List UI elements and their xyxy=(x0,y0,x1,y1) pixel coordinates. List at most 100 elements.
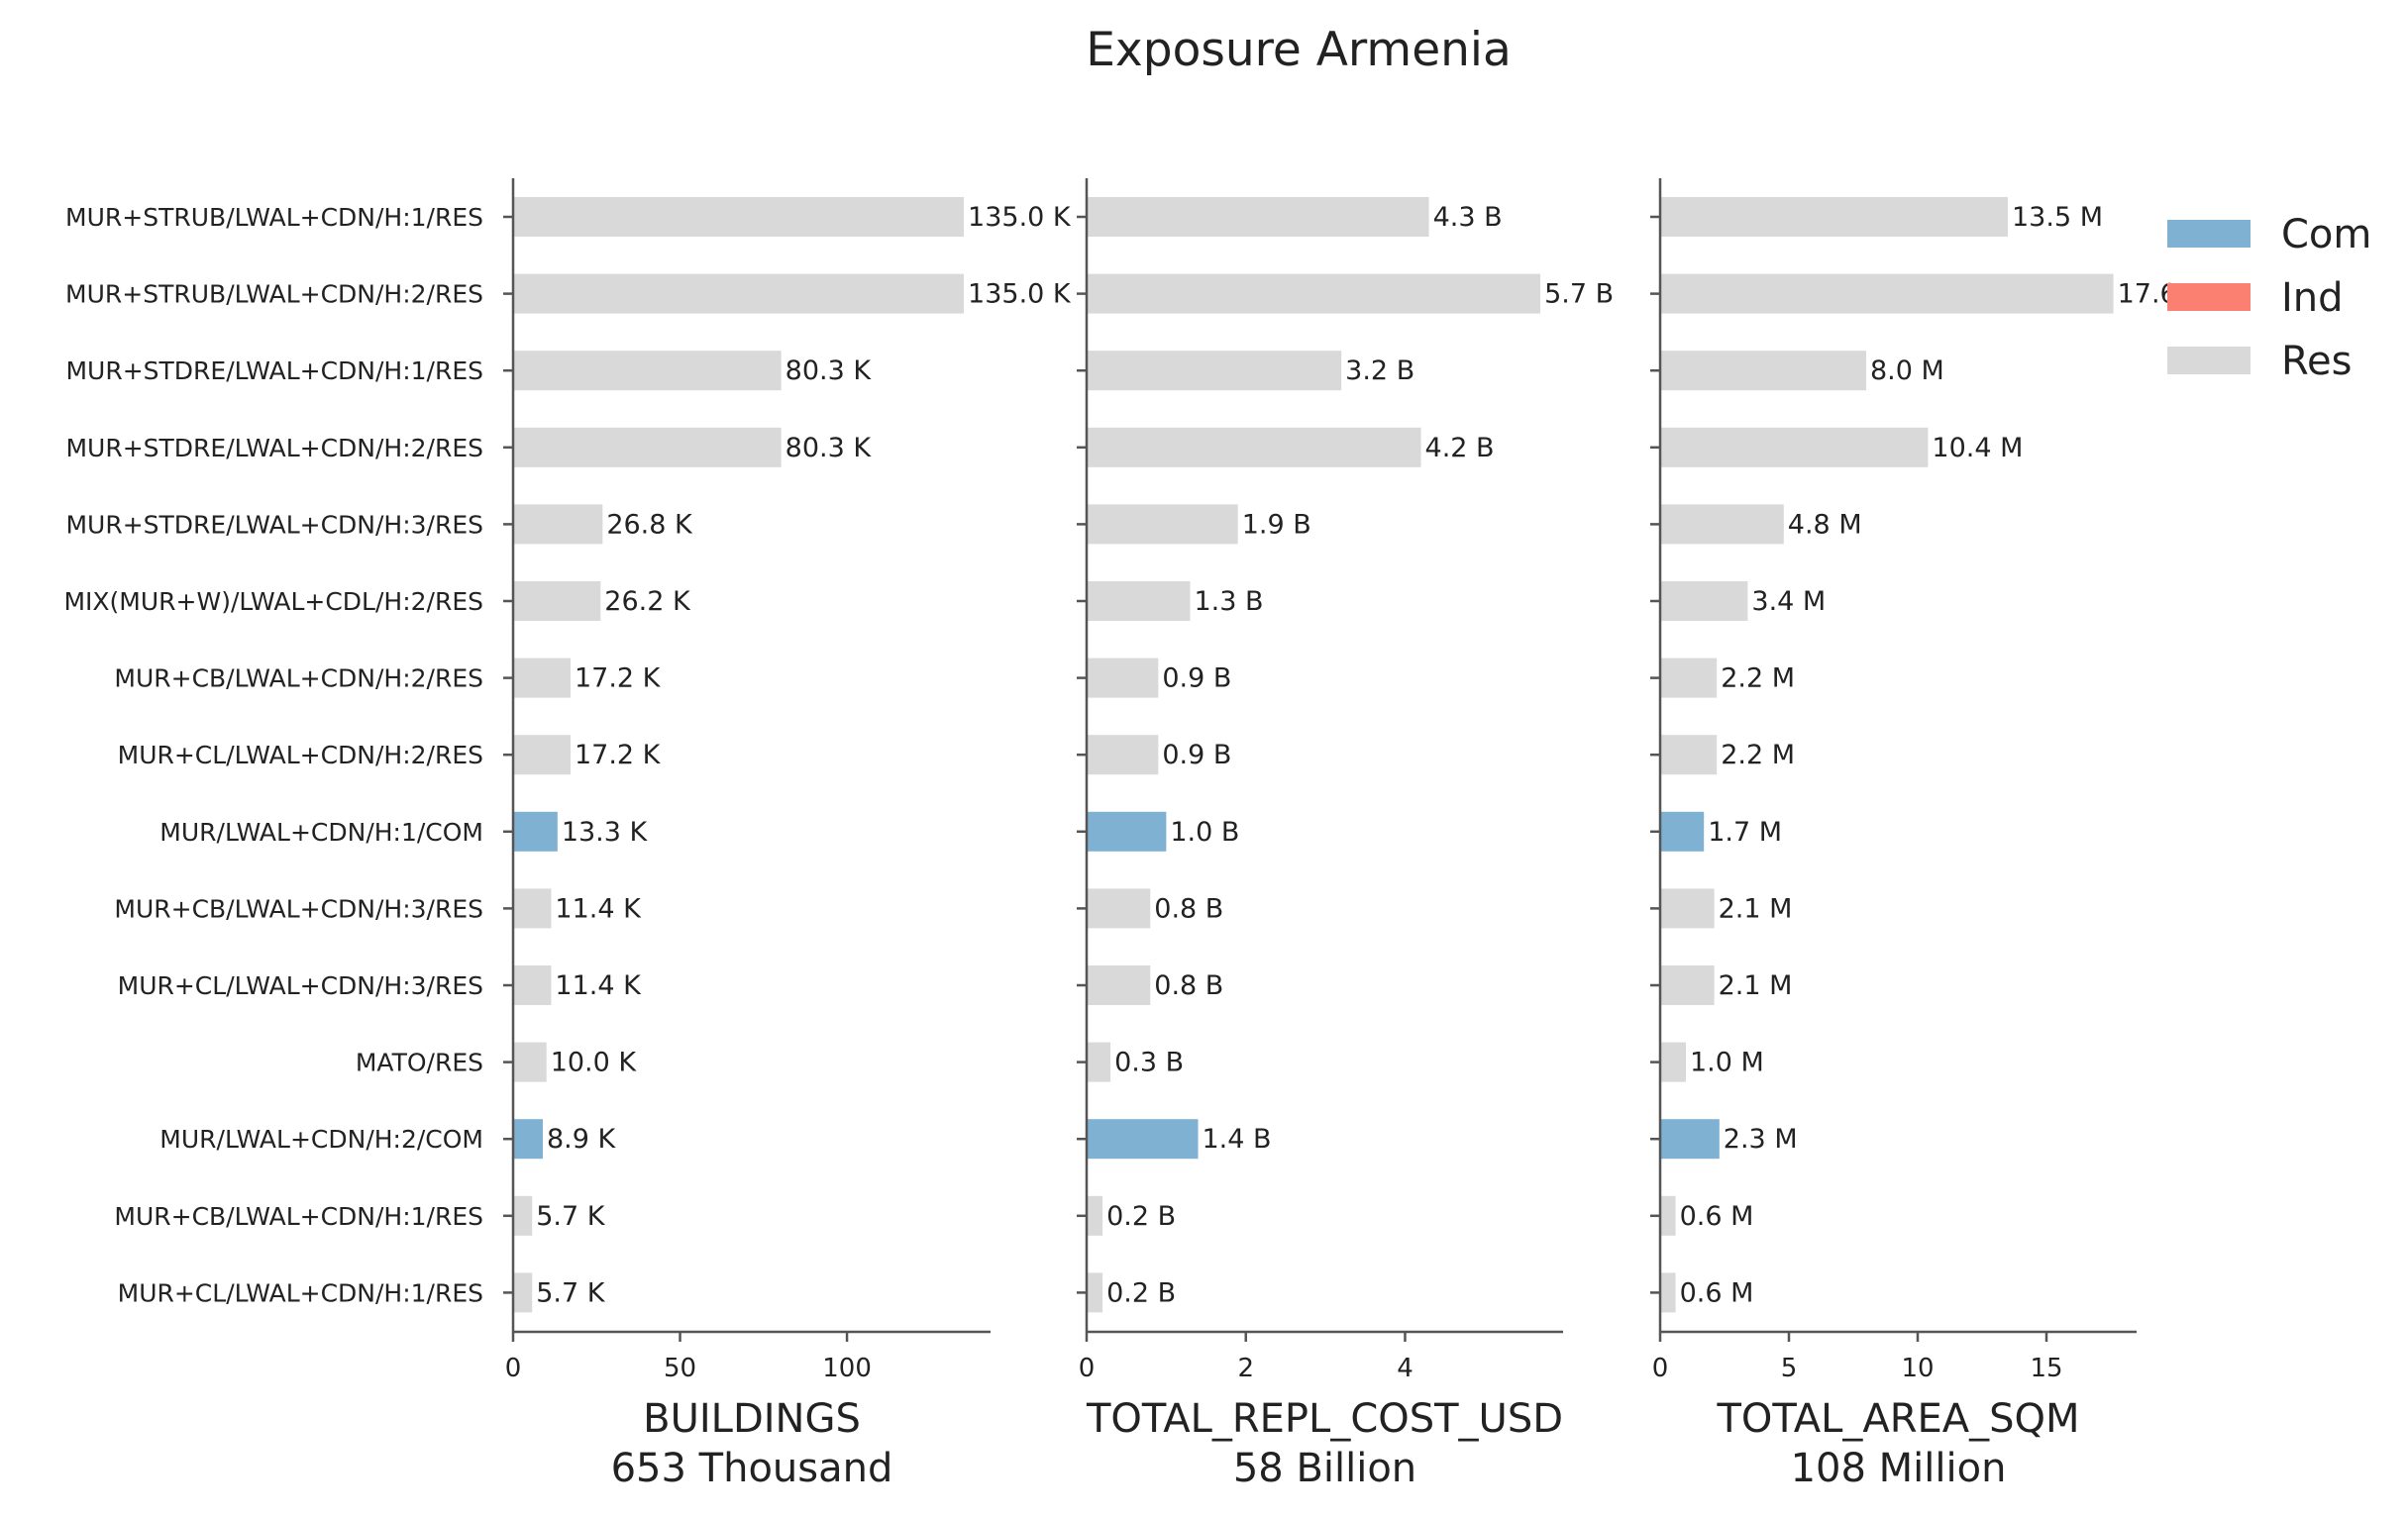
bar xyxy=(1087,351,1342,391)
category-label: MIX(MUR+W)/LWAL+CDL/H:2/RES xyxy=(63,587,483,616)
data-label: 1.4 B xyxy=(1203,1124,1272,1155)
bar xyxy=(1087,1272,1103,1313)
bar xyxy=(1087,197,1429,237)
bar xyxy=(513,427,782,467)
bar xyxy=(513,197,965,237)
bar xyxy=(1087,273,1541,314)
bar xyxy=(513,1119,543,1160)
bar xyxy=(1660,658,1718,698)
panel-3: 13.5 M17.6 M8.0 M10.4 M4.8 M3.4 M2.2 M2.… xyxy=(1650,178,2209,1491)
data-label: 80.3 K xyxy=(785,433,873,463)
data-label: 4.2 B xyxy=(1425,433,1495,463)
x-axis-subtitle: 108 Million xyxy=(1791,1446,2007,1491)
bar xyxy=(1087,504,1238,545)
legend-swatch xyxy=(2167,347,2251,374)
x-axis-label: TOTAL_AREA_SQM xyxy=(1716,1396,2079,1442)
data-label: 0.2 B xyxy=(1106,1277,1176,1308)
data-label: 2.1 M xyxy=(1719,970,1793,1001)
category-label: MUR/LWAL+CDN/H:2/COM xyxy=(159,1125,483,1154)
chart-title: Exposure Armenia xyxy=(1086,23,1512,77)
data-label: 2.2 M xyxy=(1721,663,1795,694)
data-label: 5.7 K xyxy=(536,1277,606,1308)
bar xyxy=(1087,1195,1103,1236)
data-label: 1.9 B xyxy=(1242,509,1311,540)
x-tick-label: 4 xyxy=(1397,1354,1413,1383)
data-label: 0.6 M xyxy=(1680,1277,1754,1308)
category-label: MUR+STDRE/LWAL+CDN/H:3/RES xyxy=(65,510,483,539)
bar xyxy=(1087,1042,1111,1082)
legend-label: Com xyxy=(2281,212,2371,257)
data-label: 0.9 B xyxy=(1162,663,1231,694)
data-label: 8.0 M xyxy=(1870,355,1944,386)
category-label: MUR+STDRE/LWAL+CDN/H:1/RES xyxy=(65,356,483,385)
data-label: 17.2 K xyxy=(575,740,662,770)
bar xyxy=(1660,273,2114,314)
category-label: MUR+CL/LWAL+CDN/H:2/RES xyxy=(118,741,483,769)
bar xyxy=(1087,811,1167,852)
data-label: 10.4 M xyxy=(1932,433,2023,463)
data-label: 0.2 B xyxy=(1106,1201,1176,1232)
x-tick-label: 50 xyxy=(664,1354,696,1383)
bar xyxy=(1660,1195,1676,1236)
category-label: MUR+STRUB/LWAL+CDN/H:1/RES xyxy=(65,203,483,232)
data-label: 3.2 B xyxy=(1345,355,1414,386)
x-tick-label: 15 xyxy=(2030,1354,2062,1383)
category-label: MUR+CB/LWAL+CDN/H:3/RES xyxy=(114,894,483,923)
data-label: 2.2 M xyxy=(1721,740,1795,770)
data-label: 0.8 B xyxy=(1154,893,1223,924)
panels: 135.0 K 135.0 K 80.3 K 80.3 K 26.8 K 26.2 K 17… xyxy=(503,178,2209,1491)
x-tick-label: 5 xyxy=(1781,1354,1798,1383)
legend-item: Ind xyxy=(2167,275,2344,321)
legend-label: Res xyxy=(2281,339,2352,384)
category-label: MUR+STRUB/LWAL+CDN/H:2/RES xyxy=(65,280,483,309)
data-label: 1.7 M xyxy=(1708,817,1782,848)
x-tick-label: 2 xyxy=(1237,1354,1254,1383)
category-label: MUR+STDRE/LWAL+CDN/H:2/RES xyxy=(65,434,483,462)
data-label: 13.5 M xyxy=(2012,202,2103,233)
bar xyxy=(513,888,552,929)
category-label: MUR+CL/LWAL+CDN/H:1/RES xyxy=(118,1278,483,1307)
data-label: 2.1 M xyxy=(1719,893,1793,924)
data-label: 5.7 K xyxy=(536,1201,606,1232)
data-label: 0.6 M xyxy=(1680,1201,1754,1232)
x-axis-subtitle: 58 Billion xyxy=(1233,1446,1416,1491)
legend-item: Res xyxy=(2167,339,2352,384)
bar xyxy=(1660,1042,1686,1082)
bar xyxy=(1660,581,1748,621)
bar xyxy=(1087,581,1191,621)
bar xyxy=(513,581,601,621)
data-label: 0.8 B xyxy=(1154,970,1223,1001)
data-label: 13.3 K xyxy=(562,817,649,848)
x-axis-label: BUILDINGS xyxy=(643,1396,861,1442)
data-label: 17.2 K xyxy=(575,663,662,694)
data-label: 1.3 B xyxy=(1194,586,1263,617)
data-label: 10.0 K xyxy=(551,1048,638,1078)
category-label: MATO/RES xyxy=(356,1049,483,1077)
x-tick-label: 100 xyxy=(822,1354,872,1383)
bar xyxy=(1660,1272,1676,1313)
data-label: 4.8 M xyxy=(1788,509,1862,540)
x-tick-label: 0 xyxy=(505,1354,522,1383)
bar xyxy=(513,1195,533,1236)
bar xyxy=(1660,1119,1720,1160)
bar xyxy=(1087,965,1151,1005)
category-label: MUR+CB/LWAL+CDN/H:2/RES xyxy=(114,664,483,693)
category-label: MUR+CL/LWAL+CDN/H:3/RES xyxy=(118,971,483,1000)
category-label: MUR/LWAL+CDN/H:1/COM xyxy=(159,818,483,847)
data-label: 4.3 B xyxy=(1433,202,1503,233)
legend-item: Com xyxy=(2167,212,2371,257)
bar xyxy=(1087,1119,1199,1160)
bar xyxy=(1660,965,1715,1005)
bar xyxy=(513,658,571,698)
bar xyxy=(513,1272,533,1313)
bar xyxy=(513,811,558,852)
x-tick-label: 0 xyxy=(1079,1354,1096,1383)
legend: Com Ind Res xyxy=(2167,212,2371,384)
category-label: MUR+CB/LWAL+CDN/H:1/RES xyxy=(114,1202,483,1231)
legend-label: Ind xyxy=(2281,275,2344,321)
data-label: 11.4 K xyxy=(555,893,642,924)
data-label: 11.4 K xyxy=(555,970,642,1001)
data-label: 0.3 B xyxy=(1114,1048,1184,1078)
data-label: 135.0 K xyxy=(968,202,1072,233)
x-tick-label: 10 xyxy=(1901,1354,1934,1383)
